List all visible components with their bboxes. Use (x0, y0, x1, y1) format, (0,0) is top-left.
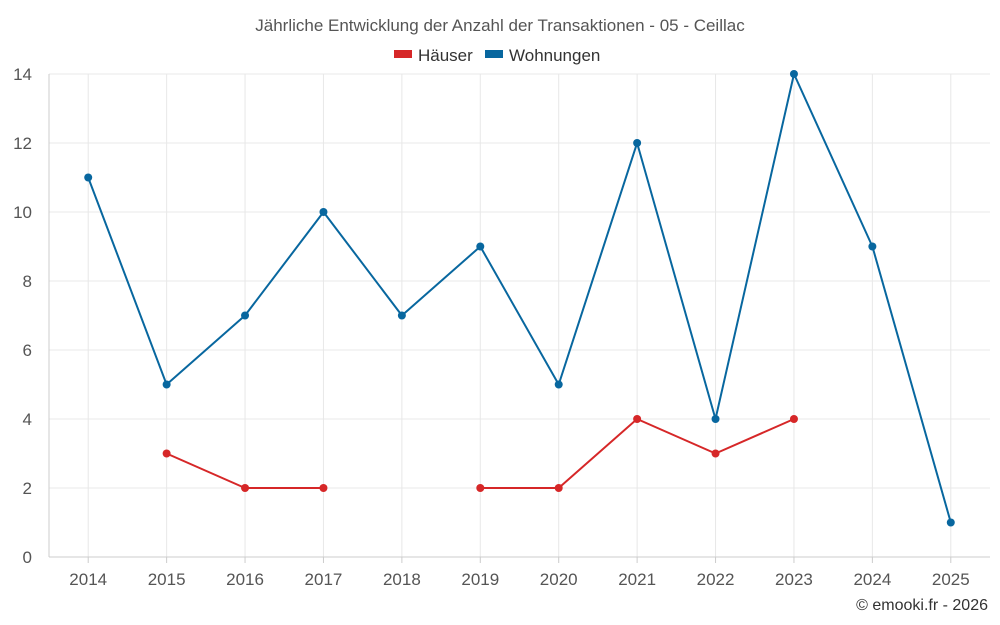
data-point-wohnungen-2023[interactable] (789, 70, 798, 78)
data-point-wohnungen-2017[interactable] (319, 208, 328, 216)
x-tick-label: 2021 (618, 570, 656, 589)
x-tick-label: 2019 (461, 570, 499, 589)
x-tick-label: 2025 (932, 570, 970, 589)
y-tick-label: 0 (23, 548, 32, 567)
data-point-wohnungen-2025[interactable] (946, 518, 955, 527)
data-point-wohnungen-2019[interactable] (476, 242, 485, 251)
legend-swatch-wohnungen (485, 50, 503, 58)
chart-title: Jährliche Entwicklung der Anzahl der Tra… (255, 16, 745, 35)
chart-axes: 0 2 4 6 8 10 12 14 2014 2015 2016 2017 2018 2019 2020 2… (13, 65, 990, 589)
y-tick-label: 6 (23, 341, 32, 360)
x-tick-label: 2015 (148, 570, 186, 589)
legend-label-wohnungen: Wohnungen (509, 46, 600, 65)
data-point-haeuser-2015[interactable] (162, 449, 171, 458)
data-point-wohnungen-2015[interactable] (162, 380, 171, 389)
chart-legend: Häuser Wohnungen (394, 46, 600, 65)
y-tick-label: 8 (23, 272, 32, 291)
series-haeuser (162, 415, 798, 492)
data-point-haeuser-2019[interactable] (476, 484, 485, 492)
data-point-wohnungen-2018[interactable] (397, 311, 406, 320)
x-tick-label: 2016 (226, 570, 264, 589)
data-point-wohnungen-2021[interactable] (633, 139, 642, 147)
chart-credit: © emooki.fr - 2026 (856, 597, 988, 614)
x-tick-label: 2024 (853, 570, 891, 589)
data-point-haeuser-2016[interactable] (241, 484, 250, 492)
chart-series (84, 70, 955, 527)
legend-swatch-haeuser (394, 50, 412, 58)
data-point-wohnungen-2014[interactable] (84, 173, 93, 182)
x-tick-label: 2014 (69, 570, 107, 589)
data-point-wohnungen-2024[interactable] (868, 242, 877, 251)
x-tick-label: 2022 (697, 570, 735, 589)
data-point-wohnungen-2020[interactable] (554, 380, 563, 389)
y-tick-label: 14 (13, 65, 32, 84)
x-tick-label: 2023 (775, 570, 813, 589)
x-tick-label: 2020 (540, 570, 578, 589)
y-tick-label: 10 (13, 203, 32, 222)
x-tick-label: 2017 (305, 570, 343, 589)
legend-item-wohnungen[interactable]: Wohnungen (485, 46, 600, 65)
x-tick-label: 2018 (383, 570, 421, 589)
data-point-haeuser-2017[interactable] (319, 484, 328, 492)
data-point-wohnungen-2022[interactable] (711, 415, 720, 423)
series-wohnungen (84, 70, 955, 527)
legend-label-haeuser: Häuser (418, 46, 473, 65)
legend-item-haeuser[interactable]: Häuser (394, 46, 473, 65)
y-tick-label: 2 (23, 479, 32, 498)
data-point-wohnungen-2016[interactable] (241, 311, 250, 320)
y-tick-label: 12 (13, 134, 32, 153)
y-tick-label: 4 (23, 410, 32, 429)
data-point-haeuser-2020[interactable] (554, 484, 563, 492)
data-point-haeuser-2022[interactable] (711, 449, 720, 458)
series-line-wohnungen (87, 73, 952, 523)
chart-grid (49, 73, 990, 557)
data-point-haeuser-2021[interactable] (633, 415, 642, 423)
data-point-haeuser-2023[interactable] (789, 415, 798, 423)
